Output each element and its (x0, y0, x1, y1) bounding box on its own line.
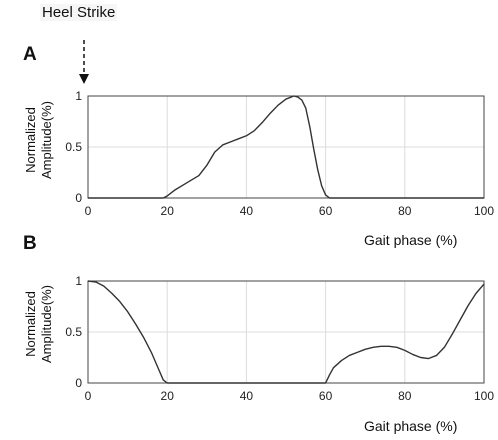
panel-label-a: A (23, 44, 37, 65)
x-tick-label-a-5: 100 (474, 204, 494, 218)
plot-panel-a: 0 20 40 60 80 100 0 0.5 1 (65, 89, 494, 218)
panel-label-b: B (23, 233, 37, 254)
x-tick-label-a-2: 40 (240, 204, 254, 218)
y-tick-label-a-0: 0 (75, 191, 82, 205)
x-tick-label-a-1: 20 (161, 204, 175, 218)
heel-strike-label: Heel Strike (40, 4, 118, 21)
x-tick-label-a-4: 80 (398, 204, 412, 218)
plot-panel-b: 0 20 40 60 80 100 0 0.5 1 (65, 274, 494, 403)
x-tick-label-b-3: 60 (319, 389, 333, 403)
x-tick-label-b-2: 40 (240, 389, 254, 403)
series-line-b (87, 280, 485, 384)
series-line-a (88, 95, 484, 199)
x-axis-label-a: Gait phase (%) (364, 232, 458, 248)
y-tick-label-b-2: 1 (75, 274, 82, 288)
x-axis-label-b: Gait phase (%) (364, 418, 458, 434)
y-tick-label-b-1: 0.5 (65, 325, 82, 339)
x-tick-label-a-3: 60 (319, 204, 333, 218)
y-tick-label-a-2: 1 (75, 89, 82, 103)
y-tick-label-b-0: 0 (75, 376, 82, 390)
x-tick-label-b-4: 80 (398, 389, 412, 403)
axes-frame-a (87, 95, 485, 199)
x-tick-label-b-5: 100 (474, 389, 494, 403)
x-tick-label-b-0: 0 (85, 389, 92, 403)
x-tick-label-a-0: 0 (85, 204, 92, 218)
heel-strike-arrow-icon (79, 40, 89, 84)
y-tick-label-a-1: 0.5 (65, 140, 82, 154)
x-tick-label-b-1: 20 (161, 389, 175, 403)
